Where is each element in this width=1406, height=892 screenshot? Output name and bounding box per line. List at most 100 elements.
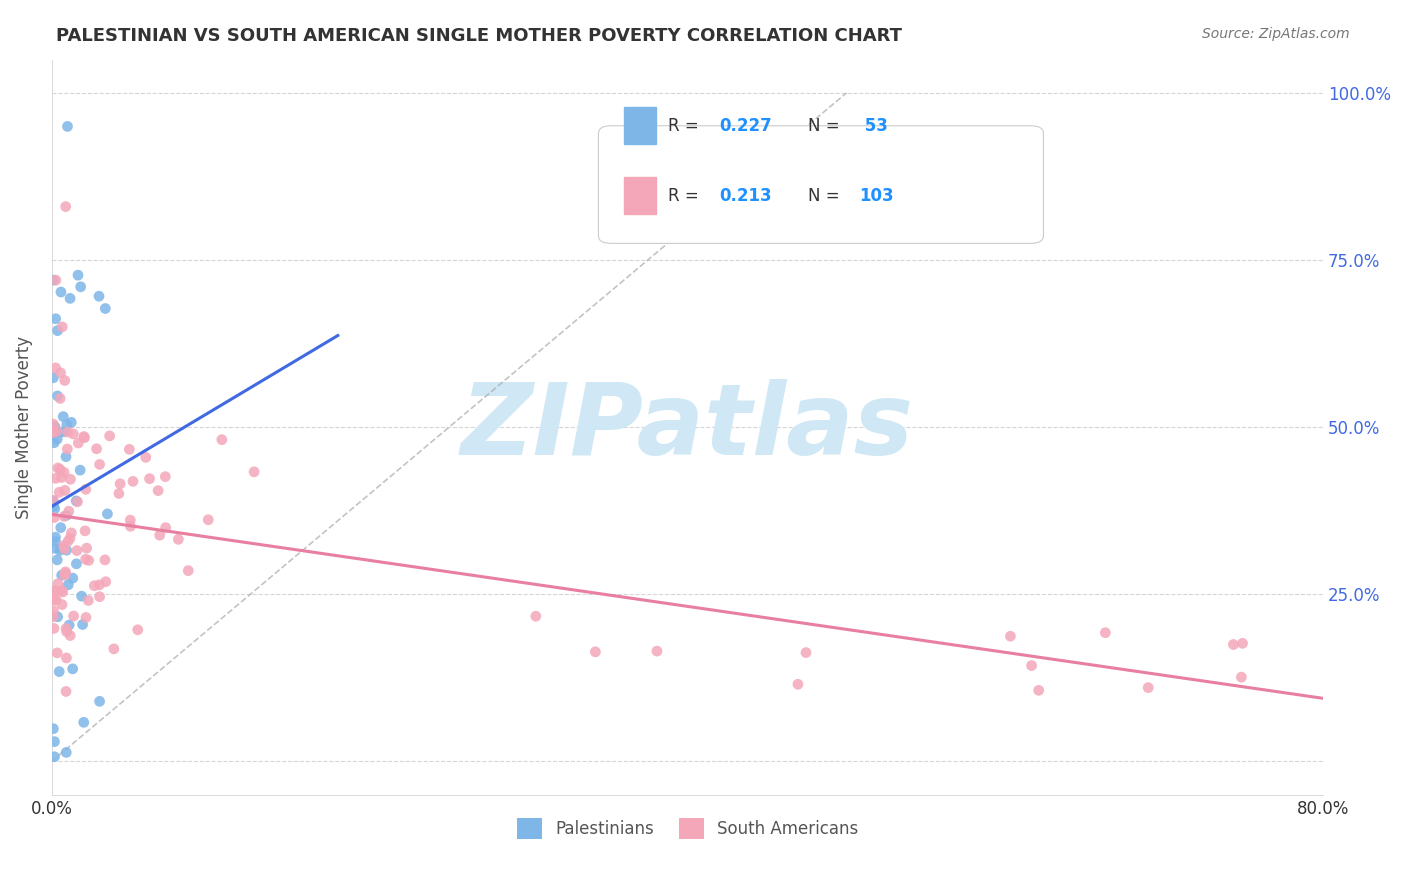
South Americans (211, 433, 233, 447)
South Americans (645, 644, 668, 658)
Text: N =: N = (808, 186, 845, 204)
Palestinians (55, 543, 77, 558)
South Americans (77, 593, 100, 607)
South Americans (51, 470, 73, 484)
Palestinians (73, 715, 96, 730)
Palestinians (42, 500, 65, 514)
Text: 0.213: 0.213 (720, 186, 772, 204)
South Americans (42, 425, 65, 440)
South Americans (66, 543, 89, 558)
South Americans (86, 442, 108, 456)
South Americans (73, 431, 96, 445)
South Americans (103, 641, 125, 656)
Palestinians (44, 435, 66, 450)
South Americans (51, 598, 73, 612)
South Americans (122, 475, 145, 489)
Palestinians (62, 571, 84, 585)
South Americans (75, 610, 97, 624)
South Americans (52, 539, 75, 553)
Palestinians (42, 273, 65, 287)
South Americans (108, 486, 131, 500)
South Americans (42, 493, 65, 508)
South Americans (49, 366, 72, 380)
South Americans (46, 461, 69, 475)
South Americans (55, 622, 77, 636)
Palestinians (58, 578, 80, 592)
South Americans (89, 590, 111, 604)
South Americans (120, 513, 142, 527)
South Americans (787, 677, 810, 691)
South Americans (53, 466, 76, 480)
South Americans (1222, 638, 1244, 652)
Palestinians (48, 665, 70, 679)
Text: 53: 53 (859, 117, 889, 135)
Palestinians (58, 618, 80, 632)
South Americans (76, 541, 98, 556)
South Americans (45, 593, 67, 607)
South Americans (55, 684, 77, 698)
South Americans (53, 509, 76, 524)
Palestinians (44, 541, 66, 556)
Text: 0.227: 0.227 (720, 117, 772, 135)
Text: 103: 103 (859, 186, 894, 204)
Palestinians (49, 543, 72, 558)
South Americans (583, 645, 606, 659)
South Americans (48, 485, 70, 500)
Palestinians (66, 268, 89, 282)
South Americans (53, 542, 76, 557)
South Americans (89, 458, 111, 472)
Palestinians (59, 292, 82, 306)
Palestinians (46, 553, 69, 567)
South Americans (55, 200, 77, 214)
Text: N =: N = (808, 117, 845, 135)
South Americans (1028, 683, 1050, 698)
South Americans (73, 429, 96, 443)
Palestinians (69, 280, 91, 294)
South Americans (62, 426, 84, 441)
Palestinians (44, 501, 66, 516)
Palestinians (46, 389, 69, 403)
South Americans (1021, 658, 1043, 673)
South Americans (46, 576, 69, 591)
South Americans (120, 519, 142, 533)
Palestinians (51, 541, 73, 556)
South Americans (67, 436, 90, 450)
South Americans (44, 593, 66, 607)
South Americans (44, 584, 66, 599)
South Americans (42, 609, 65, 624)
Palestinians (89, 694, 111, 708)
South Americans (77, 553, 100, 567)
Palestinians (65, 494, 87, 508)
South Americans (60, 525, 83, 540)
South Americans (46, 646, 69, 660)
South Americans (127, 623, 149, 637)
Palestinians (44, 734, 66, 748)
Palestinians (87, 289, 110, 303)
South Americans (45, 471, 67, 485)
South Americans (42, 604, 65, 618)
South Americans (1000, 629, 1022, 643)
South Americans (138, 472, 160, 486)
Palestinians (46, 610, 69, 624)
Palestinians (69, 463, 91, 477)
South Americans (46, 424, 69, 438)
Text: ZIPatlas: ZIPatlas (461, 378, 914, 475)
Palestinians (55, 746, 77, 760)
South Americans (73, 524, 96, 538)
South Americans (44, 510, 66, 524)
Palestinians (55, 450, 77, 464)
South Americans (108, 476, 131, 491)
South Americans (155, 520, 177, 534)
Palestinians (51, 568, 73, 582)
South Americans (1137, 681, 1160, 695)
FancyBboxPatch shape (599, 126, 1043, 244)
Palestinians (70, 589, 93, 603)
South Americans (118, 442, 141, 457)
South Americans (58, 504, 80, 518)
South Americans (94, 574, 117, 589)
South Americans (75, 483, 97, 497)
Palestinians (48, 425, 70, 439)
Text: R =: R = (668, 186, 704, 204)
Bar (624, 107, 655, 145)
South Americans (49, 462, 72, 476)
